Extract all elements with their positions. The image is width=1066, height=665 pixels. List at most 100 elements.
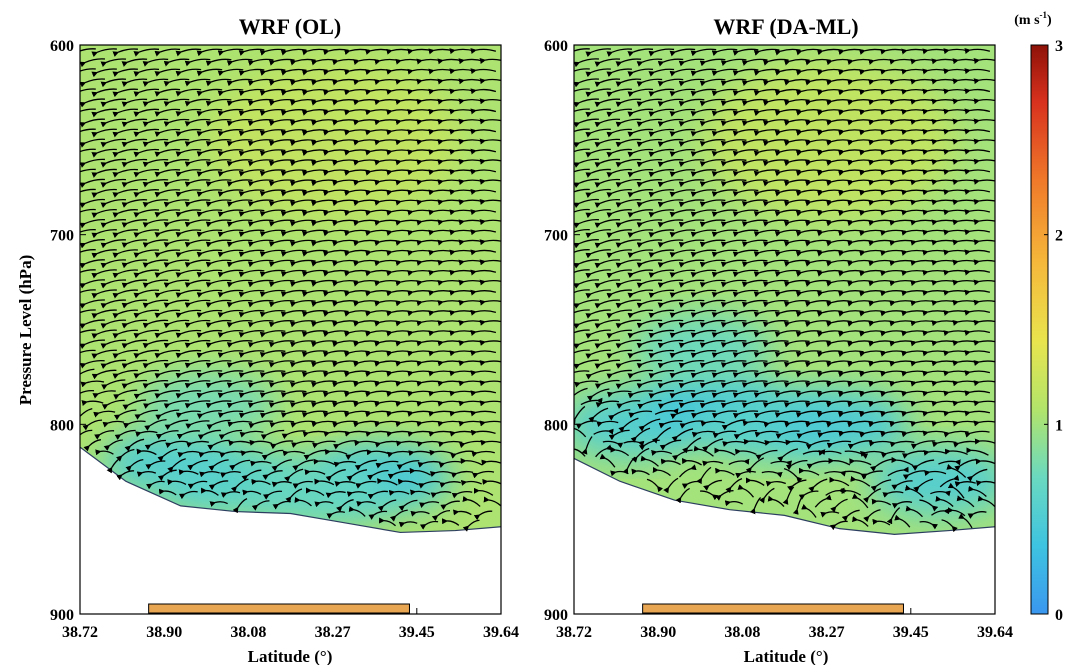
wind-vector xyxy=(260,429,285,440)
wind-vector xyxy=(268,139,295,147)
wind-vector xyxy=(268,400,295,408)
x-tick-label: 38.72 xyxy=(62,624,98,641)
wind-vector xyxy=(163,380,190,389)
wind-vector xyxy=(479,279,501,286)
wind-vector xyxy=(470,128,497,135)
wind-vector xyxy=(226,119,253,127)
wind-vector xyxy=(100,138,127,148)
wind-vector xyxy=(122,399,147,411)
wind-vector xyxy=(106,457,121,474)
wind-vector xyxy=(124,438,145,452)
wind-vector xyxy=(280,289,307,298)
wind-vector xyxy=(114,429,136,440)
wind-vector xyxy=(226,139,253,147)
wind-vector xyxy=(163,199,190,208)
wind-vector xyxy=(184,380,211,389)
wind-vector xyxy=(247,400,274,409)
wind-vector xyxy=(289,219,316,227)
wind-vector xyxy=(247,279,274,288)
wind-vector xyxy=(280,189,307,197)
wind-vector xyxy=(218,429,243,440)
wind-vector xyxy=(247,159,274,167)
wind-vector xyxy=(142,339,169,349)
wind-vector xyxy=(91,188,117,198)
wind-vector xyxy=(259,330,286,338)
wind-vector xyxy=(470,410,497,417)
wind-vector xyxy=(154,329,181,339)
wind-vector xyxy=(217,48,244,57)
wind-vector xyxy=(437,440,463,448)
wind-vector xyxy=(247,98,274,107)
wind-vector xyxy=(259,209,286,217)
wind-vector xyxy=(184,98,211,107)
wind-vector xyxy=(113,409,137,421)
surface-bar xyxy=(642,603,904,614)
wind-vector xyxy=(239,430,264,438)
wind-vector xyxy=(133,68,160,77)
wind-vector xyxy=(100,98,127,108)
wind-vector xyxy=(324,449,348,456)
wind-vector xyxy=(100,198,127,208)
wind-vector xyxy=(259,169,286,177)
wind-vector xyxy=(259,410,286,419)
colorbar-tick-label: 0 xyxy=(1055,607,1063,624)
wind-vector xyxy=(80,259,105,269)
wind-vector xyxy=(121,118,148,128)
wind-vector xyxy=(184,239,211,248)
wind-vector xyxy=(154,289,181,299)
wind-vector xyxy=(470,350,497,356)
wind-vector xyxy=(238,149,265,157)
colorbar: (m s-1) 0 1 2 3 xyxy=(1014,10,1063,624)
wind-vector xyxy=(289,259,316,267)
wind-vector xyxy=(247,360,274,368)
wind-vector xyxy=(226,98,253,107)
wind-vector xyxy=(142,219,169,228)
wind-vector xyxy=(259,350,286,358)
wind-vector xyxy=(217,370,244,379)
wind-vector xyxy=(133,309,160,319)
wind-vector xyxy=(186,440,209,448)
wind-vector xyxy=(100,239,127,249)
wind-vector xyxy=(184,199,211,208)
wind-vector xyxy=(226,299,253,308)
wind-vector xyxy=(303,449,326,461)
low-speed-zone xyxy=(769,390,910,459)
wind-vector xyxy=(280,269,307,277)
wind-vector xyxy=(80,188,96,193)
wind-vector xyxy=(289,400,316,408)
wind-vector xyxy=(217,410,244,419)
wind-vector xyxy=(121,279,148,289)
wind-vector xyxy=(80,88,96,92)
wind-vector xyxy=(261,449,284,461)
wind-vector xyxy=(154,48,181,57)
wind-vector xyxy=(154,390,181,399)
colorbar-tick-label: 3 xyxy=(1055,38,1063,55)
wind-vector xyxy=(217,108,244,117)
wind-vector xyxy=(470,249,497,256)
wind-vector xyxy=(91,168,117,178)
wind-vector xyxy=(163,319,190,329)
wind-vector xyxy=(301,310,328,318)
x-tick-label: 38.08 xyxy=(724,624,760,641)
wind-vector xyxy=(80,319,105,329)
wind-vector xyxy=(226,239,253,248)
wind-vector xyxy=(259,309,286,318)
wind-vector xyxy=(281,430,306,440)
wind-vector xyxy=(268,219,295,227)
wind-vector xyxy=(154,68,181,77)
wind-vector xyxy=(301,370,328,378)
wind-vector xyxy=(80,168,96,173)
wind-vector xyxy=(175,88,202,97)
wind-vector xyxy=(268,360,295,368)
wind-vector xyxy=(226,179,253,187)
wind-vector xyxy=(470,108,497,115)
wind-vector xyxy=(145,460,166,470)
wind-vector xyxy=(184,58,211,67)
wind-vector xyxy=(238,410,265,419)
wind-vector xyxy=(268,279,295,288)
wind-vector xyxy=(238,129,265,137)
wind-vector xyxy=(154,189,181,198)
wind-vector xyxy=(269,420,295,428)
wind-vector xyxy=(112,209,138,218)
wind-vector xyxy=(247,78,274,86)
